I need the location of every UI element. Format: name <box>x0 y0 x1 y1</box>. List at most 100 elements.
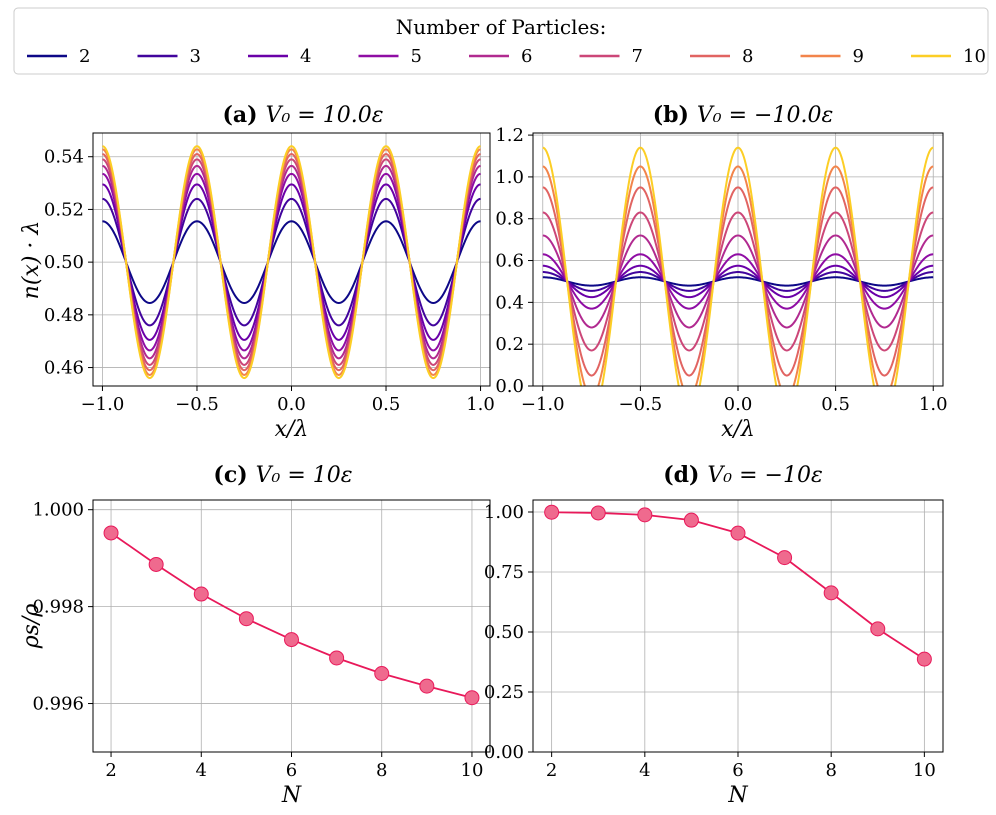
legend-label-10: 10 <box>963 46 986 67</box>
panel-b-ytick-label-4: 0.8 <box>495 209 524 230</box>
panel-a-series-3 <box>102 197 481 327</box>
panel-d-point-9 <box>870 621 886 637</box>
legend-label-7: 7 <box>632 46 643 67</box>
panel-b-series-3 <box>542 271 934 292</box>
legend-frame <box>13 7 989 75</box>
panel-d-title: (d) V₀ = −10ε <box>663 462 823 488</box>
panel-d: (d) V₀ = −10ε 2 4 6 8 10 0.00 0.25 0.50 0.75 1.00 N <box>484 462 944 808</box>
panel-c-xtick-label-3: 8 <box>376 760 387 781</box>
panel-d-point-6 <box>730 525 746 541</box>
panel-b-series-4 <box>542 264 934 299</box>
panel-a-ytick-label-2: 0.50 <box>44 252 84 273</box>
panel-b-title-label: (b) <box>653 102 689 128</box>
legend-label-6: 6 <box>521 46 532 67</box>
panel-c-xtick-label-4: 10 <box>461 760 484 781</box>
panel-c-xtick-label-2: 6 <box>286 760 297 781</box>
panel-b-xlabel: x/λ <box>721 417 755 442</box>
panel-c-point-8 <box>374 665 390 681</box>
panel-d-xtick-label-2: 6 <box>732 760 743 781</box>
panel-b-series-2 <box>542 276 934 287</box>
panel-b-series-7 <box>542 211 934 352</box>
panel-a-title: (a) V₀ = 10.0ε <box>223 102 384 128</box>
panel-c-grid <box>93 500 490 752</box>
panel-b-xtick-label-4: 1.0 <box>919 394 948 415</box>
panel-b-ytick-label-0: 0.0 <box>495 376 524 397</box>
panel-b-title-math: V₀ = −10.0ε <box>697 103 833 128</box>
panel-d-point-8 <box>823 585 839 601</box>
panel-b-series-6 <box>542 234 934 329</box>
panel-a-xtick-label-2: 0.0 <box>277 394 306 415</box>
legend: Number of Particles: 2 3 4 5 6 7 8 9 10 <box>13 7 989 75</box>
panel-c-title: (c) V₀ = 10ε <box>213 462 352 488</box>
panel-c-xtick-label-0: 2 <box>105 760 116 781</box>
panel-c-xlabel: N <box>281 783 302 808</box>
panel-b-title: (b) V₀ = −10.0ε <box>653 102 834 128</box>
legend-title: Number of Particles: <box>396 15 607 39</box>
panel-b-ytick-label-5: 1.0 <box>495 167 524 188</box>
panel-a: (a) V₀ = 10.0ε −1.0 −0.5 0.0 0.5 1.0 0.46 0.48 0… <box>19 102 495 442</box>
panel-b-ytick-label-6: 1.2 <box>495 125 524 146</box>
legend-label-9: 9 <box>853 46 864 67</box>
panel-c-point-5 <box>238 611 254 627</box>
panel-c-title-math: V₀ = 10ε <box>256 463 353 488</box>
panel-b-xtick-label-3: 0.5 <box>821 394 850 415</box>
panel-b-ytick-label-1: 0.2 <box>495 334 524 355</box>
panel-a-ytick-label-1: 0.48 <box>44 305 84 326</box>
panel-b-series-10 <box>542 146 934 386</box>
panel-d-point-5 <box>683 512 699 528</box>
panel-c-ytick-label-2: 1.000 <box>32 500 84 521</box>
panel-b-plot-area <box>542 146 934 386</box>
panel-b-series-5 <box>542 253 934 310</box>
panel-d-title-label: (d) <box>663 462 699 488</box>
panel-b: (b) V₀ = −10.0ε −1.0 −0.5 0.0 0.5 1.0 0.0 0.2 0.… <box>495 102 947 442</box>
legend-label-8: 8 <box>742 46 753 67</box>
panel-c-point-3 <box>148 556 164 572</box>
panel-c-ytick-label-1: 0.998 <box>32 597 84 618</box>
panel-a-title-label: (a) <box>223 102 258 128</box>
panel-d-point-2 <box>544 504 560 520</box>
panel-b-ytick-label-2: 0.4 <box>495 292 524 313</box>
panel-d-xtick-label-3: 8 <box>825 760 836 781</box>
panel-c-point-10 <box>464 690 480 706</box>
legend-label-4: 4 <box>300 46 311 67</box>
panel-d-ytick-label-2: 0.50 <box>484 622 524 643</box>
panel-d-ytick-label-1: 0.25 <box>484 682 524 703</box>
panel-c-point-4 <box>193 586 209 602</box>
panel-c-ylabel: ρs/ρ <box>19 604 44 650</box>
panel-a-xlabel: x/λ <box>275 417 309 442</box>
panel-d-ytick-label-4: 1.00 <box>484 502 524 523</box>
panel-d-xlabel: N <box>727 783 748 808</box>
panel-b-ytick-label-3: 0.6 <box>495 251 524 272</box>
panel-c-title-label: (c) <box>213 462 247 488</box>
panel-d-xtick-label-4: 10 <box>913 760 936 781</box>
panel-a-ylabel: n(x) · λ <box>19 221 44 300</box>
panel-c-ytick-label-0: 0.996 <box>32 694 84 715</box>
panel-c-point-7 <box>329 650 345 666</box>
panel-d-ytick-label-0: 0.00 <box>484 742 524 763</box>
panel-b-series-8 <box>542 186 934 377</box>
panel-a-plot-area <box>102 145 481 380</box>
panel-a-xtick-label-0: −1.0 <box>81 394 125 415</box>
panel-a-series-2 <box>102 220 481 304</box>
panel-c: (c) V₀ = 10ε 2 4 6 8 10 0.996 0.998 1.000 Nρs/ρ <box>19 462 491 808</box>
panel-b-xtick-label-0: −1.0 <box>521 394 565 415</box>
panel-b-xtick-label-1: −0.5 <box>619 394 663 415</box>
panel-a-xtick-label-4: 1.0 <box>466 394 495 415</box>
panel-d-xtick-label-1: 4 <box>639 760 650 781</box>
panel-a-ytick-label-4: 0.54 <box>44 147 84 168</box>
panel-a-ytick-label-0: 0.46 <box>44 358 84 379</box>
panel-a-title-math: V₀ = 10.0ε <box>266 103 384 128</box>
panel-a-series-10 <box>102 145 481 380</box>
legend-label-2: 2 <box>79 46 90 67</box>
panel-c-point-9 <box>419 678 435 694</box>
panel-a-series-4 <box>102 183 481 341</box>
legend-label-3: 3 <box>190 46 201 67</box>
panel-a-xtick-label-3: 0.5 <box>372 394 401 415</box>
legend-label-5: 5 <box>411 46 422 67</box>
panel-d-ytick-label-3: 0.75 <box>484 562 524 583</box>
panel-d-xtick-label-0: 2 <box>546 760 557 781</box>
panel-d-point-10 <box>916 651 932 667</box>
panel-d-point-4 <box>637 507 653 523</box>
panel-b-xtick-label-2: 0.0 <box>724 394 753 415</box>
